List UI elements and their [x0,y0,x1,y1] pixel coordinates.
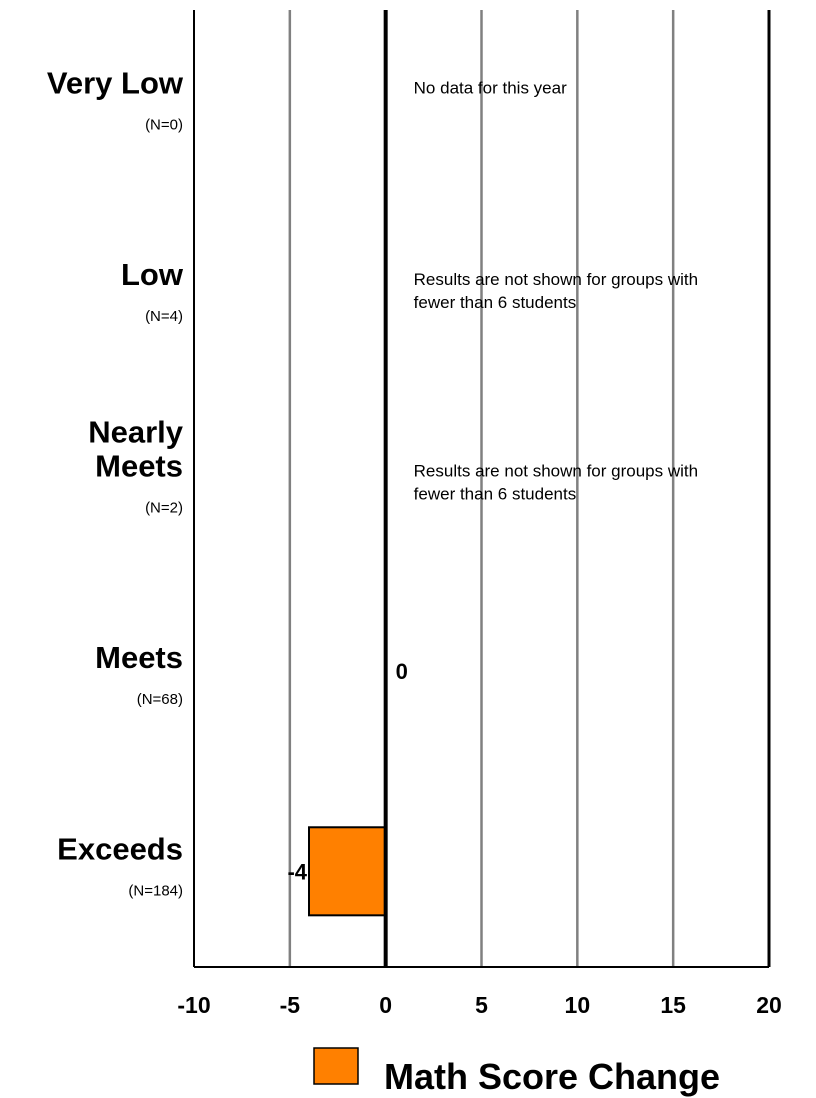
legend-swatch [313,1047,359,1085]
data-label: 0 [396,659,408,684]
x-tick-label: 10 [565,992,591,1018]
bars [308,826,387,917]
category-count: (N=184) [128,882,183,899]
category-label: Low [121,257,184,292]
category-note: fewer than 6 students [414,485,577,504]
data-label: -4 [287,859,307,884]
gridlines [288,10,675,967]
category-label: Exceeds [57,831,183,866]
x-axis-tick-labels: -10 -5 0 5 10 15 20 [177,992,781,1018]
x-tick-label: 0 [379,992,392,1018]
category-count: (N=0) [145,117,183,134]
bar [308,826,387,917]
category-labels: Very Low(N=0)Low(N=4)NearlyMeets(N=2)Mee… [47,66,184,900]
category-label: Meets [95,640,183,675]
plot-frame [193,10,771,968]
x-tick-label: -10 [177,992,210,1018]
category-label: Meets [95,449,183,484]
x-tick-label: 15 [660,992,686,1018]
category-label: Very Low [47,66,184,101]
category-note: fewer than 6 students [414,293,577,312]
category-note: No data for this year [414,79,567,98]
category-note: Results are not shown for groups with [414,270,698,289]
notes: No data for this year Results are not sho… [414,79,698,504]
category-note: Results are not shown for groups with [414,462,698,481]
x-tick-label: 5 [475,992,488,1018]
category-count: (N=2) [145,500,183,517]
x-tick-label: 20 [756,992,782,1018]
category-label: Nearly [88,415,184,450]
category-count: (N=4) [145,308,183,325]
x-tick-label: -5 [280,992,301,1018]
legend: Math Score Change [313,1047,720,1097]
category-count: (N=68) [137,691,183,708]
legend-label: Math Score Change [384,1056,720,1097]
data-labels: 0 -4 [287,659,407,884]
